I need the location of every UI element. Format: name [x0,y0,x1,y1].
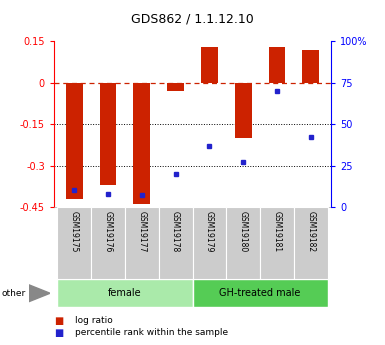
Bar [91,207,125,279]
Bar [294,207,328,279]
Text: GSM19175: GSM19175 [70,210,79,252]
Bar [66,83,83,199]
Text: GSM19178: GSM19178 [171,210,180,252]
Text: ■: ■ [54,316,63,326]
Text: GSM19177: GSM19177 [137,210,146,252]
Bar [133,83,150,204]
Bar [125,207,159,279]
Text: GSM19181: GSM19181 [273,210,281,252]
Bar [57,207,91,279]
Bar [57,279,192,307]
Text: GSM19176: GSM19176 [104,210,112,252]
Bar [159,207,192,279]
Bar [167,83,184,91]
Text: GSM19179: GSM19179 [205,210,214,252]
Text: log ratio: log ratio [75,316,113,325]
Text: female: female [108,288,142,298]
Bar [192,207,226,279]
Bar [269,47,285,83]
Bar [235,83,252,138]
Text: GDS862 / 1.1.12.10: GDS862 / 1.1.12.10 [131,12,254,25]
Text: GSM19180: GSM19180 [239,210,248,252]
Text: ■: ■ [54,328,63,338]
Text: GSM19182: GSM19182 [306,210,315,252]
Bar [201,47,218,83]
Text: percentile rank within the sample: percentile rank within the sample [75,328,228,337]
Bar [260,207,294,279]
Bar [100,83,116,185]
Bar [302,50,319,83]
Text: other: other [2,289,26,298]
Text: GH-treated male: GH-treated male [219,288,301,298]
Bar [192,279,328,307]
Bar [226,207,260,279]
Polygon shape [29,285,50,302]
